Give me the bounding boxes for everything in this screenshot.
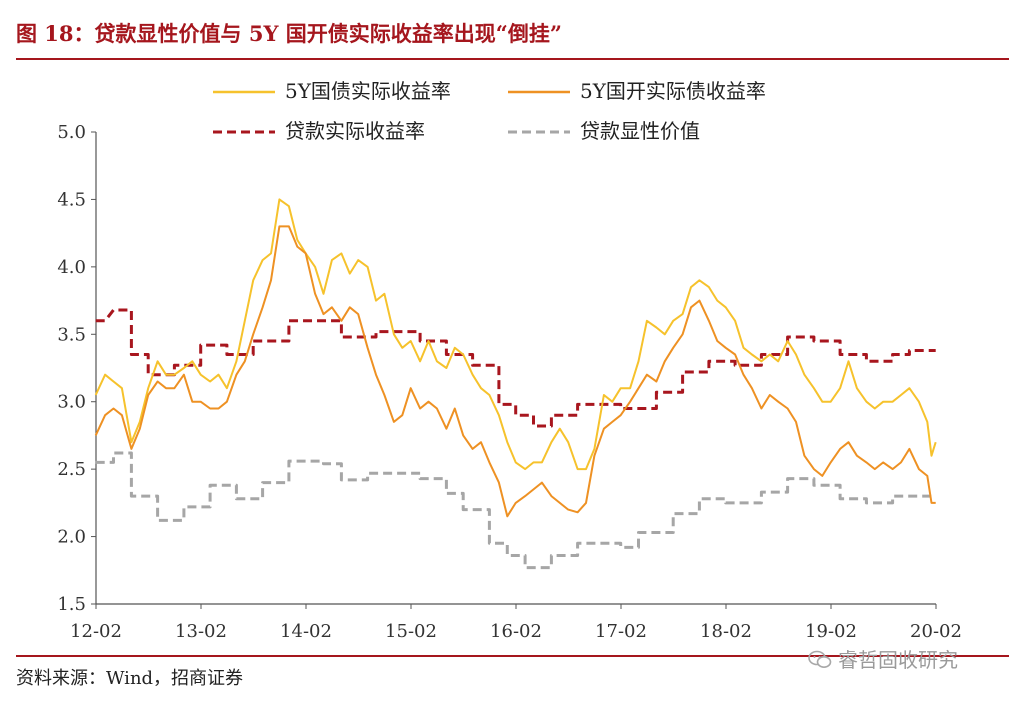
line-chart: 5.0 4.5 4.0 3.5 3.0 2.5 2.0 1.5 12-02 13-02 14-02 1… xyxy=(57,79,962,642)
y-tick-label: 3.0 xyxy=(57,392,86,413)
title-divider xyxy=(16,58,1009,60)
watermark: 睿哲固收研究 xyxy=(808,644,958,673)
series-line-1 xyxy=(94,198,937,471)
y-tick-label: 5.0 xyxy=(57,122,86,143)
chart-axes: 5.0 4.5 4.0 3.5 3.0 2.5 2.0 1.5 12-02 13-02 14-02 1… xyxy=(57,122,962,642)
x-tick-label: 12-02 xyxy=(70,621,122,642)
y-tick-label: 4.0 xyxy=(57,257,86,278)
series-line-4 xyxy=(95,451,936,570)
figure-title: 图 18：贷款显性价值与 5Y 国开债实际收益率出现“倒挂” xyxy=(16,21,562,46)
x-tick-label: 14-02 xyxy=(280,621,332,642)
y-tick-label: 2.0 xyxy=(57,527,86,548)
x-tick-label: 13-02 xyxy=(175,621,227,642)
legend-label-2: 5Y国开实际债收益率 xyxy=(580,79,766,103)
watermark-text: 睿哲固收研究 xyxy=(838,648,958,672)
legend-label-4: 贷款显性价值 xyxy=(580,119,700,143)
x-tick-label: 19-02 xyxy=(805,621,857,642)
y-tick-label: 2.5 xyxy=(57,459,86,480)
x-tick-label: 20-02 xyxy=(910,621,962,642)
y-tick-label: 3.5 xyxy=(57,324,86,345)
legend-label-3: 贷款实际收益率 xyxy=(285,119,425,143)
source-note: 资料来源：Wind，招商证券 xyxy=(16,668,244,689)
x-tick-label: 15-02 xyxy=(385,621,437,642)
series-line-3 xyxy=(95,308,936,428)
x-tick-label: 17-02 xyxy=(595,621,647,642)
footer-divider xyxy=(16,655,1009,657)
legend-label-1: 5Y国债实际收益率 xyxy=(285,79,451,103)
y-tick-label: 1.5 xyxy=(57,594,86,615)
y-tick-label: 4.5 xyxy=(57,189,86,210)
x-tick-label: 16-02 xyxy=(490,621,542,642)
x-tick-label: 18-02 xyxy=(700,621,752,642)
chart-series xyxy=(94,198,937,570)
series-line-2 xyxy=(94,225,936,518)
wechat-icon xyxy=(808,650,832,668)
